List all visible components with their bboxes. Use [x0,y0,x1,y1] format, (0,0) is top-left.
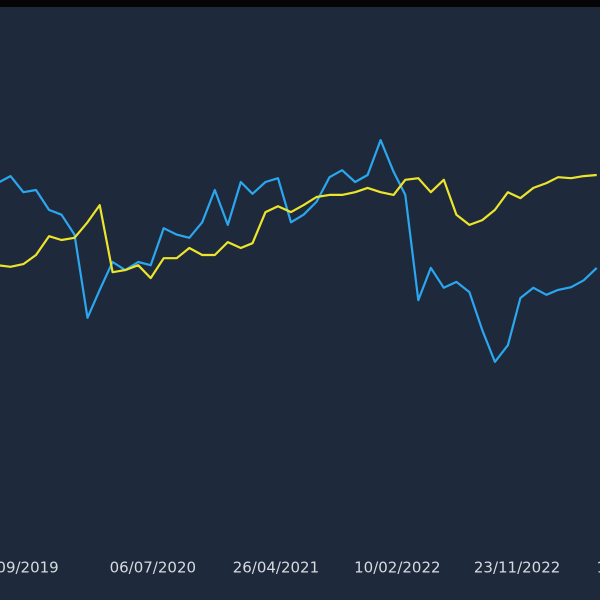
x-tick-label: 06/07/2020 [110,559,196,577]
top-bar [0,0,600,7]
x-tick-label: 10/02/2022 [354,559,440,577]
series-line [0,173,597,280]
x-tick-label: 26/04/2021 [233,559,319,577]
x-tick-label: 14/ [597,559,600,577]
x-tick-label: 23/11/2022 [474,559,560,577]
plot-area [0,139,598,363]
x-tick-label: 09/2019 [0,559,59,577]
series-line [0,139,598,363]
